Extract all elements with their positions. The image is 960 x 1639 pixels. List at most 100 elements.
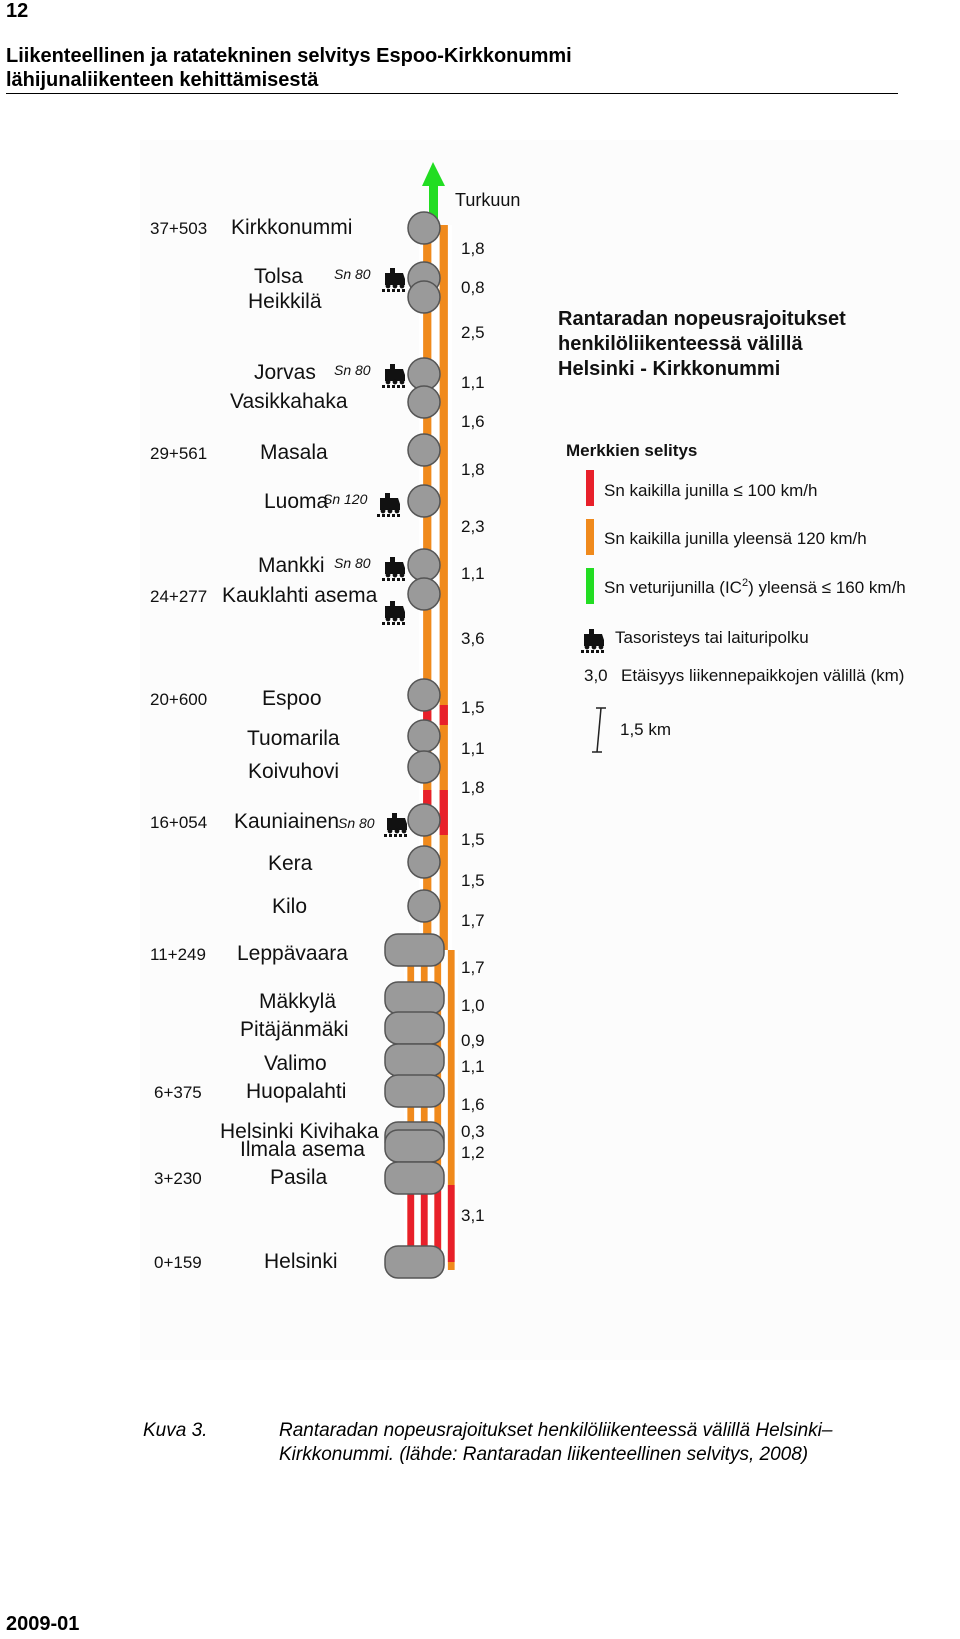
station-name-15: Leppävaara [237, 942, 348, 965]
locomotive-wheel [399, 616, 405, 622]
station-marker-17 [384, 1011, 445, 1045]
figure-caption: Rantaradan nopeusrajoitukset henkilöliik… [279, 1420, 833, 1465]
footer-date: 2009-01 [6, 1613, 80, 1635]
rail-tie [382, 385, 385, 388]
rail-tie [402, 385, 405, 388]
rail-tie [394, 834, 397, 837]
distance-label-8: 3,6 [461, 629, 485, 648]
distance-label-4: 1,6 [461, 412, 485, 431]
station-name-17: Pitäjänmäki [240, 1018, 349, 1041]
speed-stripe-red [439, 705, 448, 725]
rail-tie [382, 622, 385, 625]
header-line-2: lähijunaliikenteen kehittämisestä [6, 69, 319, 91]
rail-tie [389, 834, 392, 837]
legend-scale-text: 1,5 km [620, 720, 671, 739]
station-marker-0 [407, 211, 441, 245]
distance-label-1: 0,8 [461, 278, 485, 297]
rail-tie [397, 289, 400, 292]
legend-text-green-tail: ) yleensä ≤ 160 km/h [748, 578, 906, 597]
station-marker-22 [384, 1161, 445, 1195]
station-name-16: Mäkkylä [259, 990, 336, 1013]
locomotive-body [385, 557, 405, 574]
station-name-22: Pasila [270, 1166, 328, 1189]
locomotive-body [380, 493, 400, 510]
distance-label-19: 1,6 [461, 1095, 485, 1114]
rail-tie [397, 622, 400, 625]
station-km-15: 11+249 [150, 945, 206, 964]
locomotive-wheel [401, 828, 407, 834]
station-name-19: Huopalahti [246, 1080, 346, 1103]
locomotive-body [584, 629, 604, 646]
station-km-19: 6+375 [154, 1083, 202, 1102]
rail-tie [591, 650, 594, 653]
station-marker-18 [384, 1043, 445, 1077]
speed-stripe-red [420, 1185, 428, 1262]
figure-background [140, 140, 960, 1360]
distance-label-0: 1,8 [461, 239, 485, 258]
header-rule [6, 93, 898, 94]
speed-stripe-red [423, 705, 432, 725]
station-name-13: Kera [268, 852, 313, 875]
level-crossing-icon [382, 268, 405, 292]
distance-label-11: 1,8 [461, 778, 485, 797]
locomotive-wheel [392, 283, 398, 289]
station-km-9: 20+600 [150, 690, 207, 709]
distance-label-3: 1,1 [461, 373, 485, 392]
locomotive-wheel [392, 572, 398, 578]
diagram-title-line-2: Helsinki - Kirkkonummi [558, 358, 780, 380]
locomotive-wheel [380, 508, 386, 514]
speed-note-3: Sn 80 [334, 362, 371, 378]
station-marker-15 [384, 933, 445, 967]
speed-note-7: Sn 80 [334, 555, 371, 571]
station-km-23: 0+159 [154, 1253, 202, 1272]
station-km-0: 37+503 [150, 219, 207, 238]
rail-tie [596, 650, 599, 653]
locomotive-wheel [394, 508, 400, 514]
distance-label-6: 2,3 [461, 517, 485, 536]
distance-label-17: 0,9 [461, 1031, 485, 1050]
locomotive-wheel [399, 283, 405, 289]
rail-tie [397, 514, 400, 517]
locomotive-wheel [399, 572, 405, 578]
legend-swatch-red [586, 470, 594, 506]
page-number: 12 [6, 0, 29, 22]
station-name-6: Luoma [264, 490, 329, 513]
locomotive-wheel [399, 379, 405, 385]
level-crossing-icon [382, 601, 405, 625]
distance-label-18: 1,1 [461, 1057, 485, 1076]
legend-text-red: Sn kaikilla junilla ≤ 100 km/h [604, 481, 817, 500]
speed-note-1: Sn 80 [334, 266, 371, 282]
locomotive-body [385, 364, 405, 381]
legend-title: Merkkien selitys [566, 441, 697, 460]
rail-tie [586, 650, 589, 653]
speed-stripe-red [447, 1185, 455, 1262]
document-header: Liikenteellinen ja ratatekninen selvitys… [6, 44, 572, 92]
rail-tie [402, 289, 405, 292]
rail-tie [387, 622, 390, 625]
station-name-5: Masala [260, 441, 328, 464]
rail-tie [392, 385, 395, 388]
legend-scale-bar [596, 707, 602, 753]
station-name-20: Helsinki Kivihaka [220, 1120, 379, 1143]
station-name-0: Kirkkonummi [231, 216, 352, 239]
station-marker-10 [407, 719, 441, 753]
rail-tie [387, 289, 390, 292]
distance-label-20: 0,3 [461, 1122, 485, 1141]
speed-stripe-orange [447, 950, 455, 1270]
station-km-22: 3+230 [154, 1169, 202, 1188]
station-name-23: Helsinki [264, 1250, 338, 1273]
station-name-12: Kauniainen [234, 810, 339, 833]
station-name-3: Jorvas [254, 361, 316, 384]
speed-note-12: Sn 80 [338, 815, 375, 831]
station-km-5: 29+561 [150, 444, 207, 463]
station-marker-21 [384, 1129, 445, 1163]
distance-label-15: 1,7 [461, 958, 485, 977]
rail-tie [382, 289, 385, 292]
speed-limit-diagram: Turkuun 37+503 Kirkkonummi Tolsa Sn 80 Heikki… [140, 140, 960, 1360]
station-name-21: Ilmala asema [240, 1138, 365, 1161]
rail-tie [397, 385, 400, 388]
rail-tie [392, 289, 395, 292]
legend-swatch-green [586, 568, 594, 604]
locomotive-wheel [387, 508, 393, 514]
diagram-title-line-0: Rantaradan nopeusrajoitukset [558, 308, 846, 330]
